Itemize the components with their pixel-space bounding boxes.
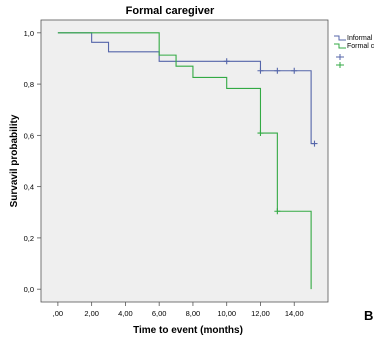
x-tick-label: 4,00	[118, 309, 133, 318]
x-tick-label: 8,00	[186, 309, 201, 318]
survival-curve-formal	[57, 32, 312, 290]
censor-mark	[257, 67, 264, 74]
censor-marks	[223, 58, 318, 215]
legend-censor-mark	[336, 54, 344, 60]
panel-label: B	[364, 308, 373, 323]
y-tick-label: 0,2	[24, 234, 34, 243]
y-tick-label: 0,6	[24, 131, 34, 140]
censor-mark	[274, 208, 281, 215]
axis-ticks: ,00 2,00 4,00 6,00 8,00 10,00 12,00 14,00 0,0 0,2…	[24, 29, 304, 318]
censor-mark	[274, 67, 281, 74]
x-tick-label: 6,00	[152, 309, 167, 318]
y-axis-title: Survavil probability	[9, 114, 20, 207]
x-tick-label: 2,00	[84, 309, 99, 318]
censor-mark	[257, 130, 264, 137]
y-tick-label: 0,4	[24, 183, 34, 192]
series-lines	[57, 32, 315, 290]
legend-swatch	[334, 43, 346, 49]
y-tick-label: 0,8	[24, 80, 34, 89]
censor-mark	[223, 58, 230, 65]
x-tick-label: 14,00	[285, 309, 304, 318]
survival-curve-informal	[57, 32, 315, 145]
legend-label: Informal	[347, 35, 373, 42]
censor-mark	[311, 140, 318, 147]
x-tick-label: 12,00	[251, 309, 270, 318]
y-tick-label: 0,0	[24, 285, 34, 294]
x-tick-label: 10,00	[217, 309, 236, 318]
censor-mark	[291, 67, 298, 74]
legend-label: Formal c	[347, 43, 375, 50]
plot-area	[40, 19, 329, 303]
y-tick-label: 1,0	[24, 29, 34, 38]
x-axis-title: Time to event (months)	[133, 325, 243, 336]
legend-swatch	[334, 35, 346, 41]
chart-title: Formal caregiver	[126, 5, 215, 17]
legend-censor-mark	[336, 62, 344, 68]
x-tick-label: ,00	[53, 309, 63, 318]
